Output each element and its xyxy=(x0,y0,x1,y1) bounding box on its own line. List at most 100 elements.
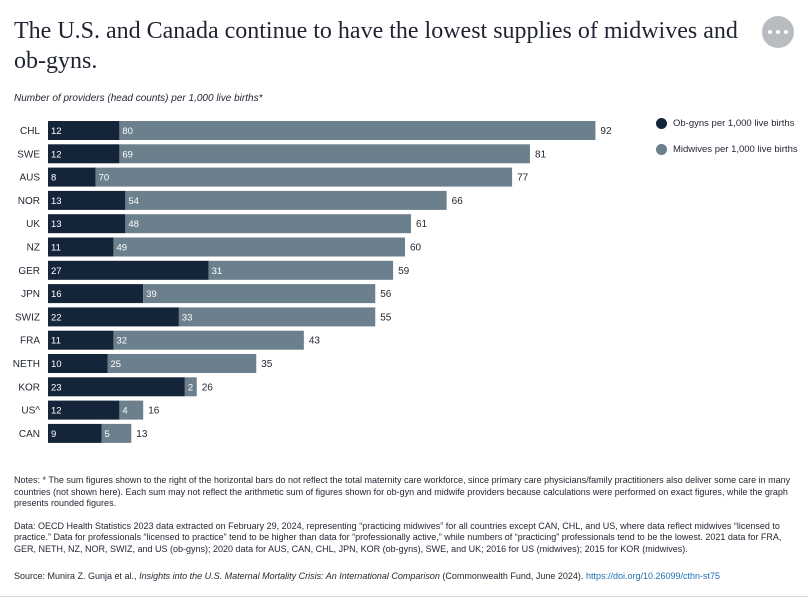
source-title: Insights into the U.S. Maternal Mortalit… xyxy=(139,571,440,581)
data-label-midwives: 31 xyxy=(212,266,223,277)
data-label-midwives: 49 xyxy=(116,243,127,254)
category-label: KOR xyxy=(18,382,40,393)
bar-midwives xyxy=(208,260,394,280)
data-label-obgyn: 11 xyxy=(51,243,61,254)
category-label: SWE xyxy=(17,149,40,160)
chart-title: The U.S. and Canada continue to have the… xyxy=(14,18,738,74)
legend-swatch-midwives xyxy=(656,143,667,155)
bar-obgyn xyxy=(48,284,144,304)
category-label: UK xyxy=(26,219,40,230)
data-label-obgyn: 8 xyxy=(51,173,56,184)
category-label: GER xyxy=(18,266,40,277)
bar-midwives xyxy=(107,354,257,373)
bar-midwives xyxy=(113,237,405,257)
data-label-obgyn: 23 xyxy=(51,382,62,393)
bar-midwives xyxy=(95,167,513,187)
total-label: 60 xyxy=(410,243,422,254)
bar-obgyn xyxy=(48,400,120,420)
data-label-midwives: 39 xyxy=(146,289,157,300)
data-label-midwives: 32 xyxy=(116,336,127,347)
bar-midwives xyxy=(101,423,132,443)
data-label-obgyn: 13 xyxy=(51,219,62,230)
data-label-obgyn: 9 xyxy=(51,429,56,440)
chart-area: CHL 12 80 92 SWE 12 69 81 AUS 8 70 77 NOR 13 54 66 UK 13 4… xyxy=(0,112,808,452)
legend-item-obgyn: Ob-gyns per 1,000 live births xyxy=(656,116,798,130)
data-label-obgyn: 16 xyxy=(51,289,62,300)
category-label: NZ xyxy=(27,243,40,254)
data-label-midwives: 70 xyxy=(99,173,110,184)
category-label: JPN xyxy=(21,289,40,300)
data-paragraph: Data: OECD Health Statistics 2023 data e… xyxy=(14,520,782,554)
data-label-midwives: 5 xyxy=(105,429,110,440)
bar-obgyn xyxy=(48,260,209,280)
category-label: NETH xyxy=(13,359,40,370)
total-label: 59 xyxy=(398,266,410,277)
legend-label-midwives: Midwives per 1,000 live births xyxy=(673,143,798,155)
bar-midwives xyxy=(119,400,144,420)
bar-obgyn xyxy=(48,214,126,234)
bar-obgyn xyxy=(48,354,108,373)
data-label-obgyn: 12 xyxy=(51,406,62,417)
category-label: CHL xyxy=(20,126,40,137)
category-label: AUS xyxy=(19,173,40,184)
bar-obgyn xyxy=(48,190,126,210)
data-label-obgyn: 13 xyxy=(51,196,62,207)
bar-midwives xyxy=(184,377,197,397)
data-label-obgyn: 10 xyxy=(51,359,62,370)
bar-obgyn xyxy=(48,307,179,327)
bar-obgyn xyxy=(48,377,185,397)
total-label: 13 xyxy=(136,429,148,440)
divider xyxy=(0,596,808,597)
category-label: SWIZ xyxy=(15,312,40,323)
bar-obgyn xyxy=(48,237,114,257)
source-doi-link[interactable]: https://doi.org/10.26099/cthn-st75 xyxy=(585,571,721,581)
bar-midwives xyxy=(125,214,411,234)
total-label: 66 xyxy=(452,196,464,207)
bar-midwives xyxy=(113,330,304,350)
total-label: 43 xyxy=(309,336,321,347)
total-label: 61 xyxy=(416,219,428,230)
data-label-midwives: 4 xyxy=(122,406,127,417)
bar-obgyn xyxy=(48,121,120,140)
more-horizontal-icon xyxy=(776,30,780,34)
data-label-obgyn: 11 xyxy=(51,336,61,347)
total-label: 35 xyxy=(261,359,273,370)
data-label-midwives: 48 xyxy=(128,219,139,230)
total-label: 16 xyxy=(148,406,160,417)
category-label: FRA xyxy=(20,336,40,347)
data-label-midwives: 80 xyxy=(122,126,133,137)
source-prefix: Source: Munira Z. Gunja et al., xyxy=(14,571,140,581)
data-label-obgyn: 27 xyxy=(51,266,62,277)
source-suffix: (Commonwealth Fund, June 2024). xyxy=(439,571,586,581)
data-label-midwives: 33 xyxy=(182,312,193,323)
legend-swatch-obgyn xyxy=(656,117,667,129)
data-label-midwives: 69 xyxy=(122,149,133,160)
source-line: Source: Munira Z. Gunja et al., Insights… xyxy=(14,571,720,581)
total-label: 92 xyxy=(600,126,612,137)
total-label: 26 xyxy=(202,382,214,393)
more-horizontal-icon xyxy=(768,30,772,34)
bar-midwives xyxy=(143,284,376,304)
notes-paragraph: Notes: * The sum figures shown to the ri… xyxy=(14,475,791,508)
total-label: 81 xyxy=(535,149,547,160)
legend-item-midwives: Midwives per 1,000 live births xyxy=(656,142,798,156)
bar-midwives xyxy=(125,190,447,210)
data-label-midwives: 25 xyxy=(111,359,122,370)
data-label-obgyn: 12 xyxy=(51,126,62,137)
bar-obgyn xyxy=(48,330,114,350)
data-label-midwives: 2 xyxy=(188,382,193,393)
bar-obgyn xyxy=(48,167,96,187)
category-label: CAN xyxy=(19,429,40,440)
bar-midwives xyxy=(178,307,376,327)
notes: Notes: * The sum figures shown to the ri… xyxy=(14,475,794,566)
bar-obgyn xyxy=(48,144,120,164)
more-options-button[interactable] xyxy=(762,16,794,48)
data-label-obgyn: 12 xyxy=(51,149,62,160)
legend: Ob-gyns per 1,000 live births Midwives p… xyxy=(656,116,798,168)
more-horizontal-icon xyxy=(784,30,788,34)
bar-midwives xyxy=(119,144,530,164)
chart-subtitle: Number of providers (head counts) per 1,… xyxy=(14,93,263,104)
category-label: NOR xyxy=(18,196,40,207)
data-label-obgyn: 22 xyxy=(51,312,62,323)
